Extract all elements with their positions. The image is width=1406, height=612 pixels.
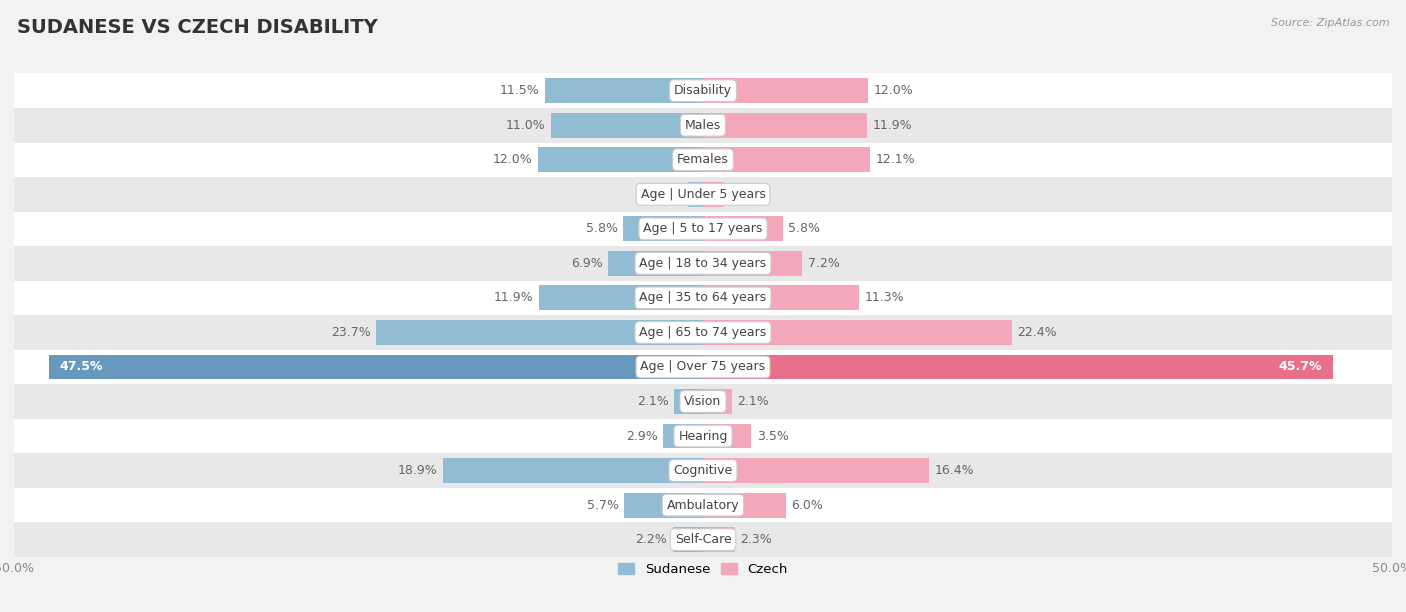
Bar <box>14 73 1392 108</box>
Bar <box>703 251 803 276</box>
Bar <box>703 320 1012 345</box>
Bar <box>551 113 703 138</box>
Text: 12.0%: 12.0% <box>875 84 914 97</box>
Bar <box>703 493 786 518</box>
Text: 11.9%: 11.9% <box>873 119 912 132</box>
Bar <box>688 182 703 207</box>
Bar <box>14 523 1392 557</box>
Text: Cognitive: Cognitive <box>673 464 733 477</box>
Bar <box>673 389 703 414</box>
Text: 45.7%: 45.7% <box>1278 360 1322 373</box>
Bar <box>623 217 703 241</box>
Text: Source: ZipAtlas.com: Source: ZipAtlas.com <box>1271 18 1389 28</box>
Bar <box>664 424 703 449</box>
Bar <box>544 78 703 103</box>
Text: 2.3%: 2.3% <box>740 533 772 546</box>
Text: 22.4%: 22.4% <box>1017 326 1057 339</box>
Text: 18.9%: 18.9% <box>398 464 437 477</box>
Text: 11.5%: 11.5% <box>499 84 538 97</box>
Text: Age | Under 5 years: Age | Under 5 years <box>641 188 765 201</box>
Bar <box>624 493 703 518</box>
Bar <box>607 251 703 276</box>
Bar <box>14 384 1392 419</box>
Legend: Sudanese, Czech: Sudanese, Czech <box>613 558 793 582</box>
Text: 1.1%: 1.1% <box>651 188 682 201</box>
Text: Females: Females <box>678 153 728 166</box>
Text: Age | 65 to 74 years: Age | 65 to 74 years <box>640 326 766 339</box>
Bar <box>703 147 870 172</box>
Bar <box>14 349 1392 384</box>
Text: Self-Care: Self-Care <box>675 533 731 546</box>
Text: 16.4%: 16.4% <box>935 464 974 477</box>
Bar <box>14 246 1392 281</box>
Text: 2.1%: 2.1% <box>738 395 769 408</box>
Bar <box>703 458 929 483</box>
Text: Age | 5 to 17 years: Age | 5 to 17 years <box>644 222 762 236</box>
Text: 5.8%: 5.8% <box>585 222 617 236</box>
Text: 12.0%: 12.0% <box>492 153 531 166</box>
Bar <box>14 419 1392 453</box>
Text: 6.9%: 6.9% <box>571 257 602 270</box>
Bar <box>703 389 733 414</box>
Bar <box>703 527 735 552</box>
Text: Age | 18 to 34 years: Age | 18 to 34 years <box>640 257 766 270</box>
Bar <box>377 320 703 345</box>
Bar <box>14 177 1392 212</box>
Bar <box>703 78 869 103</box>
Text: 3.5%: 3.5% <box>756 430 789 442</box>
Text: Age | Over 75 years: Age | Over 75 years <box>641 360 765 373</box>
Bar <box>703 285 859 310</box>
Text: 11.0%: 11.0% <box>506 119 546 132</box>
Bar <box>703 182 724 207</box>
Text: 11.3%: 11.3% <box>865 291 904 304</box>
Text: 6.0%: 6.0% <box>792 499 823 512</box>
Text: Hearing: Hearing <box>678 430 728 442</box>
Text: 2.9%: 2.9% <box>626 430 658 442</box>
Bar <box>703 217 783 241</box>
Bar <box>14 212 1392 246</box>
Bar <box>14 143 1392 177</box>
Text: 5.7%: 5.7% <box>586 499 619 512</box>
Text: 47.5%: 47.5% <box>59 360 103 373</box>
Bar <box>443 458 703 483</box>
Bar <box>537 147 703 172</box>
Bar <box>48 354 703 379</box>
Bar <box>672 527 703 552</box>
Text: 12.1%: 12.1% <box>875 153 915 166</box>
Bar <box>703 113 868 138</box>
Bar <box>703 424 751 449</box>
Bar <box>14 108 1392 143</box>
Text: Vision: Vision <box>685 395 721 408</box>
Text: 23.7%: 23.7% <box>332 326 371 339</box>
Bar <box>703 354 1333 379</box>
Bar <box>14 315 1392 349</box>
Text: 2.1%: 2.1% <box>637 395 669 408</box>
Text: 1.5%: 1.5% <box>730 188 761 201</box>
Text: 7.2%: 7.2% <box>807 257 839 270</box>
Bar <box>14 488 1392 523</box>
Text: 11.9%: 11.9% <box>494 291 533 304</box>
Text: Disability: Disability <box>673 84 733 97</box>
Text: SUDANESE VS CZECH DISABILITY: SUDANESE VS CZECH DISABILITY <box>17 18 378 37</box>
Text: Males: Males <box>685 119 721 132</box>
Text: Ambulatory: Ambulatory <box>666 499 740 512</box>
Bar <box>14 281 1392 315</box>
Bar <box>538 285 703 310</box>
Text: 2.2%: 2.2% <box>636 533 668 546</box>
Bar <box>14 453 1392 488</box>
Text: 5.8%: 5.8% <box>789 222 821 236</box>
Text: Age | 35 to 64 years: Age | 35 to 64 years <box>640 291 766 304</box>
